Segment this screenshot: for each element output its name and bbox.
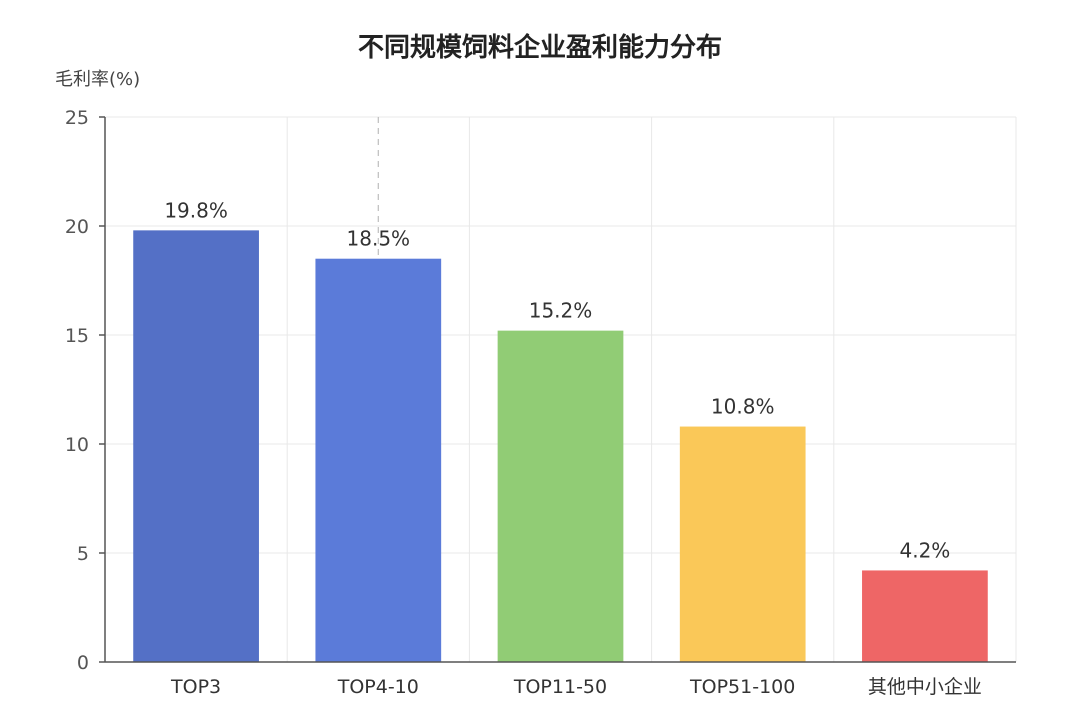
axis-layer bbox=[99, 116, 1016, 663]
bar-5[interactable] bbox=[862, 570, 988, 662]
data-label: 19.8% bbox=[164, 198, 228, 222]
bar-4[interactable] bbox=[679, 426, 806, 662]
x-category-label: TOP11-50 bbox=[513, 676, 607, 698]
data-label: 10.8% bbox=[711, 395, 775, 419]
y-tick-label: 15 bbox=[65, 325, 89, 347]
x-category-label: TOP3 bbox=[170, 676, 221, 698]
y-axis-label: 毛利率(%) bbox=[55, 69, 140, 90]
data-label: 18.5% bbox=[347, 227, 411, 251]
bar-layer bbox=[133, 230, 988, 663]
bar-3[interactable] bbox=[497, 330, 624, 662]
chart-title: 不同规模饲料企业盈利能力分布 bbox=[358, 32, 722, 63]
y-tick-label: 25 bbox=[65, 107, 89, 129]
y-tick-label: 5 bbox=[77, 543, 89, 565]
x-category-label: 其他中小企业 bbox=[868, 676, 982, 698]
x-category-label: TOP51-100 bbox=[689, 676, 795, 698]
x-category-label: TOP4-10 bbox=[337, 676, 419, 698]
bar-2[interactable] bbox=[315, 258, 442, 662]
y-tick-label: 20 bbox=[65, 216, 89, 238]
data-label: 4.2% bbox=[899, 538, 950, 562]
y-tick-label: 0 bbox=[77, 652, 89, 674]
y-tick-label: 10 bbox=[65, 434, 89, 456]
bar-1[interactable] bbox=[133, 230, 259, 663]
data-label: 15.2% bbox=[529, 299, 593, 323]
label-layer: 0 5 10 15 20 25 19.8% TOP3 18.5% TOP4-10 15.2% TOP1… bbox=[65, 107, 982, 698]
